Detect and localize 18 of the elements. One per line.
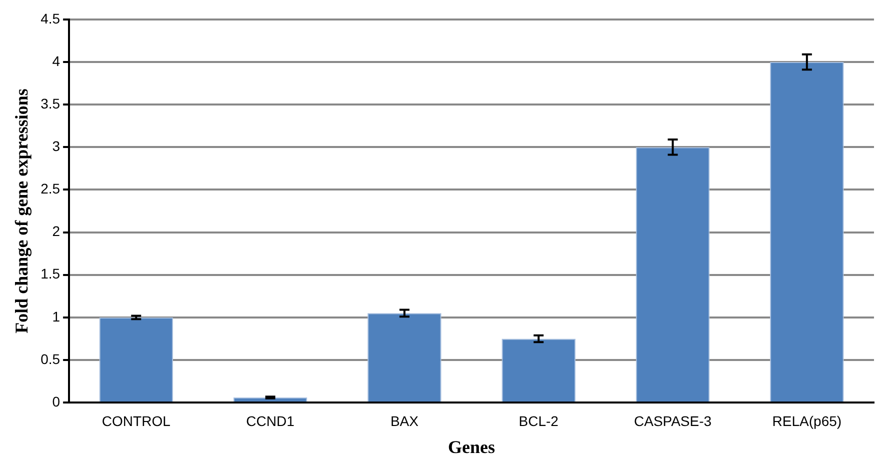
x-tick-label: BAX (390, 412, 420, 429)
y-tick-label: 1 (52, 308, 60, 324)
y-tick-label: 3.5 (40, 95, 60, 112)
y-tick-label: 1.5 (40, 266, 60, 282)
y-tick-label: 0.5 (40, 350, 60, 367)
x-tick-label: CCND1 (246, 412, 295, 429)
y-tick-label: 2.5 (40, 180, 60, 197)
x-tick-label: BCL-2 (518, 412, 559, 429)
y-tick-label: 2 (52, 223, 60, 240)
x-tick-label: CONTROL (102, 412, 171, 429)
x-tick-label: RELA(p65) (772, 412, 842, 429)
y-axis-title: Fold change of gene expressions (11, 88, 32, 334)
y-tick-label: 3 (52, 138, 60, 154)
x-axis-title: Genes (448, 436, 496, 457)
y-tick-label: 4.5 (40, 10, 60, 26)
y-tick-label: 4 (52, 52, 60, 69)
y-tick-label: 0 (52, 393, 60, 410)
x-tick-label: CASPASE-3 (634, 412, 712, 429)
